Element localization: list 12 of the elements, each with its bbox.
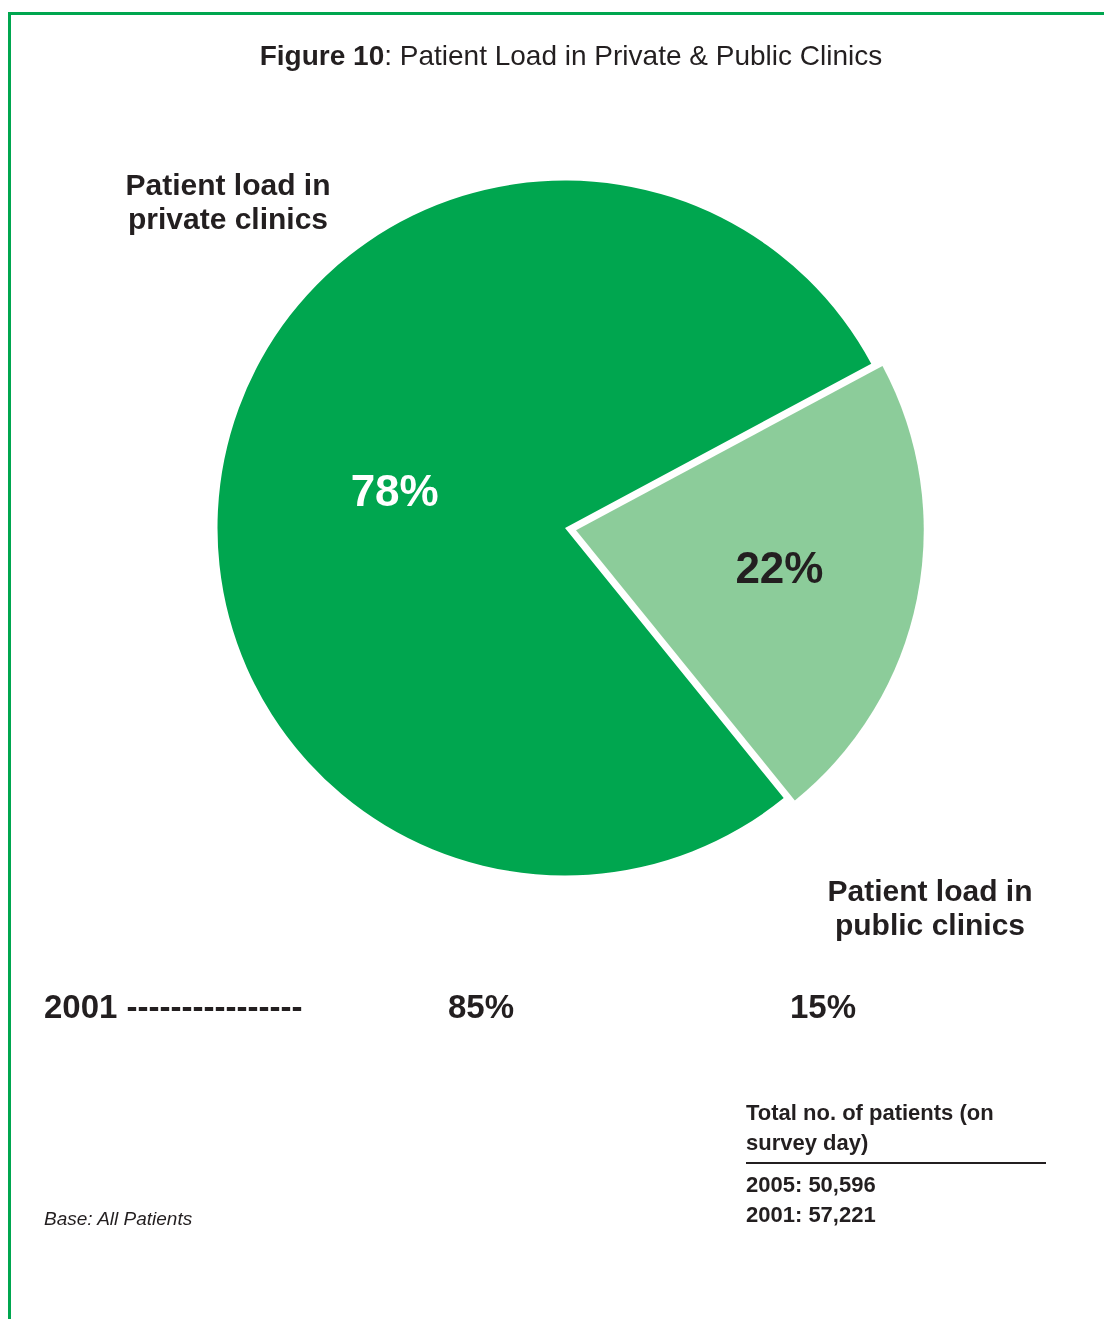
text: 2005: 50,596 <box>746 1171 877 1199</box>
slice-label: Patient load in private clinics <box>124 168 332 236</box>
text: 15% <box>790 988 857 1026</box>
text: 85% <box>448 988 515 1026</box>
text: 2001: 57,221 <box>746 1201 877 1229</box>
chart-title: Figure 10: Patient Load in Private & Public Clinics <box>258 40 884 72</box>
text: Total no. of patients (on survey day) <box>746 1098 1046 1164</box>
data-label: 22% <box>735 543 824 593</box>
text: 2001 ---------------- <box>44 988 303 1026</box>
slice-label: Patient load in public clinics <box>826 874 1034 942</box>
data-label: 78% <box>350 465 439 515</box>
text: Base: All Patients <box>44 1208 193 1230</box>
